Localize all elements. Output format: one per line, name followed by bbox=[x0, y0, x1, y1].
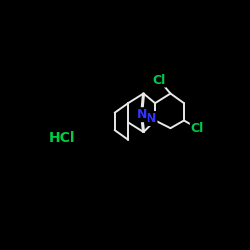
Text: Cl: Cl bbox=[152, 74, 166, 86]
Text: N: N bbox=[146, 112, 156, 125]
Text: Cl: Cl bbox=[191, 122, 204, 135]
Text: HCl: HCl bbox=[48, 131, 75, 145]
Text: N: N bbox=[136, 108, 147, 121]
